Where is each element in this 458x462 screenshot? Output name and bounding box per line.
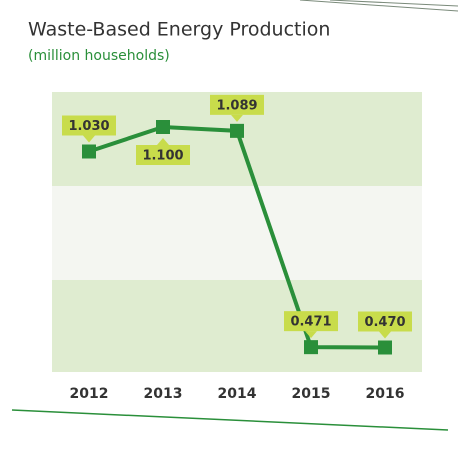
marker xyxy=(378,340,392,355)
chart-subtitle: (million households) xyxy=(28,48,170,64)
chart-title: Waste-Based Energy Production xyxy=(28,19,330,41)
label-pointer xyxy=(379,331,391,339)
decor-line xyxy=(299,0,458,12)
label-box xyxy=(210,94,264,115)
marker xyxy=(82,144,96,159)
marker xyxy=(230,123,244,138)
label-box xyxy=(62,115,116,136)
data-label: 1.030 xyxy=(68,119,109,134)
label-pointer xyxy=(83,135,95,143)
decor-line xyxy=(11,409,449,431)
x-tick-label: 2015 xyxy=(292,386,331,402)
marker xyxy=(304,340,318,355)
data-label: 1.089 xyxy=(216,98,257,113)
x-tick-label: 2014 xyxy=(218,386,257,402)
data-label: 0.471 xyxy=(290,315,331,330)
data-label: 1.100 xyxy=(142,149,183,164)
label-pointer xyxy=(231,114,243,122)
x-tick-label: 2013 xyxy=(144,386,183,402)
decor-line xyxy=(329,0,458,7)
x-tick-label: 2012 xyxy=(70,386,109,402)
data-label: 0.470 xyxy=(364,315,405,330)
x-tick-label: 2016 xyxy=(366,386,405,402)
label-box xyxy=(136,145,190,165)
label-box xyxy=(358,311,412,332)
band xyxy=(52,186,422,280)
marker xyxy=(156,120,170,134)
label-pointer xyxy=(157,138,169,145)
label-box xyxy=(284,311,338,332)
label-pointer xyxy=(305,331,317,339)
